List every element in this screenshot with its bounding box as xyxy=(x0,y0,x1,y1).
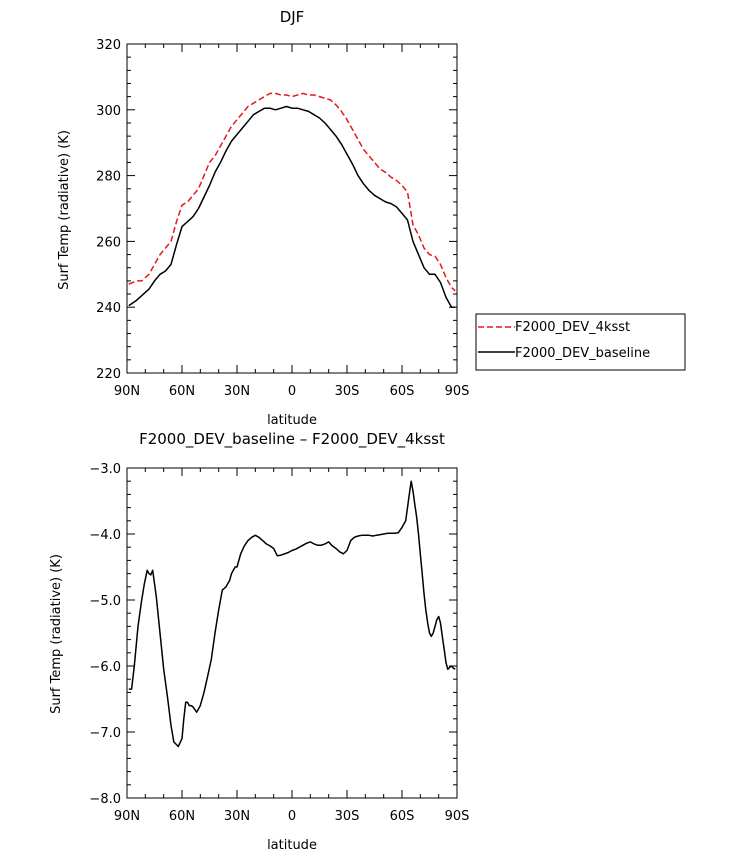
y-axis-label: Surf Temp (radiative) (K) xyxy=(57,130,72,290)
x-tick-label: 0 xyxy=(288,809,296,824)
y-tick-label: −7.0 xyxy=(89,726,121,741)
difference-panel: F2000_DEV_baseline – F2000_DEV_4ksst Sur… xyxy=(49,430,469,853)
plot-frame xyxy=(126,467,458,799)
djf-panel: DJF Surf Temp (radiative) (K) latitude 9… xyxy=(57,8,469,428)
y-axis-label: Surf Temp (radiative) (K) xyxy=(49,554,64,714)
x-tick-label: 90S xyxy=(445,809,470,824)
y-tick-label: 220 xyxy=(96,367,121,382)
x-axis-label: latitude xyxy=(267,413,317,428)
y-tick-label: 280 xyxy=(96,170,121,185)
chart-title: F2000_DEV_baseline – F2000_DEV_4ksst xyxy=(139,430,445,449)
x-axis-label: latitude xyxy=(267,838,317,853)
legend: F2000_DEV_4ksst F2000_DEV_baseline xyxy=(475,313,686,371)
y-tick-label: −5.0 xyxy=(89,594,121,609)
series-lines xyxy=(128,92,456,308)
chart-title: DJF xyxy=(280,8,305,26)
x-tick-label: 30N xyxy=(224,384,250,399)
y-tick-label: −6.0 xyxy=(89,660,121,675)
x-tick-label: 30S xyxy=(335,384,360,399)
x-tick-label: 30S xyxy=(335,809,360,824)
x-tick-label: 0 xyxy=(288,384,296,399)
y-tick-label: 260 xyxy=(96,235,121,250)
y-tick-label: −4.0 xyxy=(89,528,121,543)
x-tick-label: 30N xyxy=(224,809,250,824)
x-tick-label: 90N xyxy=(114,809,140,824)
legend-label-4ksst: F2000_DEV_4ksst xyxy=(515,320,630,335)
series-line-f2000-dev-4ksst xyxy=(128,92,456,292)
tick-marks: 90N 60N 30N 0 30S 60S 90S −8.0 −7.0 −6.0 −5.0 −4.0 −… xyxy=(89,462,469,824)
series-line-f2000-dev-baseline xyxy=(128,105,456,308)
y-tick-label: 320 xyxy=(96,38,121,53)
legend-frame xyxy=(475,313,686,371)
y-tick-label: −3.0 xyxy=(89,462,121,477)
series-line-difference xyxy=(128,480,456,748)
x-tick-label: 60N xyxy=(169,809,195,824)
series-lines xyxy=(128,480,456,748)
x-tick-label: 90S xyxy=(445,384,470,399)
y-tick-label: 240 xyxy=(96,301,121,316)
x-tick-label: 90N xyxy=(114,384,140,399)
tick-marks: 90N 60N 30N 0 30S 60S 90S 220 240 260 280 300 320 xyxy=(96,38,469,399)
x-tick-label: 60N xyxy=(169,384,195,399)
y-tick-label: 300 xyxy=(96,104,121,119)
x-tick-label: 60S xyxy=(390,809,415,824)
x-tick-label: 60S xyxy=(390,384,415,399)
y-tick-label: −8.0 xyxy=(89,792,121,807)
plot-frame xyxy=(126,43,458,374)
legend-label-baseline: F2000_DEV_baseline xyxy=(515,346,650,361)
